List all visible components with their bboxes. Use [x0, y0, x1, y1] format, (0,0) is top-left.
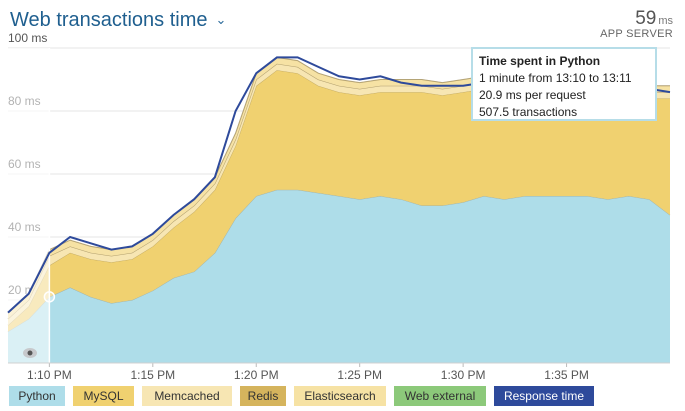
area-mysql [8, 70, 670, 332]
x-tick-label: 1:15 PM [130, 368, 175, 382]
chart-title: Web transactions time [10, 9, 208, 31]
x-tick-label: 1:20 PM [234, 368, 279, 382]
hover-shade [8, 48, 50, 363]
x-tick-label: 1:30 PM [441, 368, 486, 382]
summary-value: 59 [635, 8, 657, 29]
summary-unit: ms [658, 15, 673, 27]
chart-title-dropdown[interactable]: Web transactions time ⌄ [10, 9, 226, 32]
eye-icon-pupil [27, 350, 33, 356]
tooltip: Time spent in Python 1 minute from 13:10… [471, 47, 657, 121]
summary-metric: 59 ms APP SERVER [600, 8, 673, 40]
legend-item-memcached[interactable]: Memcached [142, 386, 232, 406]
tooltip-line-transactions: 507.5 transactions [479, 105, 578, 119]
tooltip-title: Time spent in Python [479, 54, 601, 68]
legend-item-response-time[interactable]: Response time [494, 386, 594, 406]
x-tick-label: 1:25 PM [337, 368, 382, 382]
x-tick-label: 1:35 PM [544, 368, 589, 382]
legend-item-mysql[interactable]: MySQL [73, 386, 134, 406]
highlight-point [43, 291, 56, 303]
y-tick-label: 100 ms [8, 31, 47, 45]
legend-item-elasticsearch[interactable]: Elasticsearch [294, 386, 386, 406]
legend-item-python[interactable]: Python [9, 386, 65, 406]
chevron-down-icon[interactable]: ⌄ [215, 12, 227, 27]
area-python [8, 189, 670, 363]
legend-item-web-external[interactable]: Web external [394, 386, 486, 406]
chart-header: Web transactions time ⌄ 59 ms APP SERVER [0, 0, 685, 40]
tooltip-line-per-request: 20.9 ms per request [479, 88, 586, 102]
x-tick-label: 1:10 PM [27, 368, 72, 382]
tooltip-line-time: 1 minute from 13:10 to 13:11 [479, 71, 632, 85]
legend-item-redis[interactable]: Redis [240, 386, 286, 406]
summary-label: APP SERVER [600, 28, 673, 40]
